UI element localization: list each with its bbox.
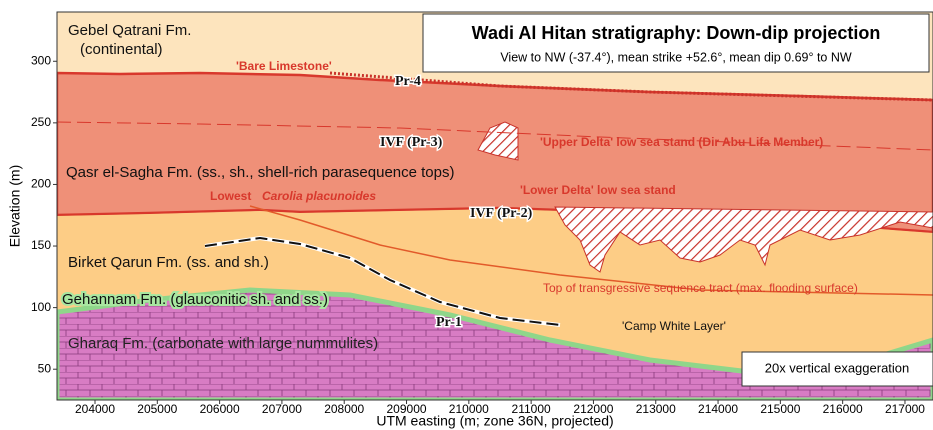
annotation: Top of transgressive sequence tract (max… (543, 281, 858, 295)
page: Wadi Al Hitan stratigraphy: Down-dip pro… (0, 0, 933, 430)
annotation: 'Camp White Layer' (622, 319, 726, 333)
annotation: Pr-4 (395, 74, 421, 89)
annotation: Gehannam Fm. (glauconitic sh. and ss.) (62, 291, 328, 308)
annotation: Gebel Qatrani Fm. (68, 22, 191, 39)
y-tick-label: 300 (31, 53, 51, 67)
x-tick-label: 209000 (387, 402, 427, 416)
x-tick-label: 204000 (75, 402, 115, 416)
y-tick-label: 250 (31, 115, 51, 129)
annotation: (continental) (80, 41, 163, 58)
x-tick-label: 206000 (200, 402, 240, 416)
y-tick-label: 200 (31, 177, 51, 191)
annotation: Qasr el-Sagha Fm. (ss., sh., shell-rich … (66, 164, 455, 181)
x-tick-label: 214000 (698, 402, 738, 416)
title: Wadi Al Hitan stratigraphy: Down-dip pro… (472, 23, 881, 43)
note: 20x vertical exaggeration (765, 360, 910, 375)
y-label: Elevation (m) (7, 165, 23, 247)
y-tick-label: 150 (31, 238, 51, 252)
y-tick-label: 100 (31, 300, 51, 314)
annotation: IVF (Pr-3) (380, 135, 443, 150)
annotation: 'Upper Delta' low sea stand (Dir Abu Lif… (540, 135, 823, 149)
chart: Wadi Al Hitan stratigraphy: Down-dip pro… (0, 0, 933, 430)
x-tick-label: 208000 (324, 402, 364, 416)
x-tick-label: 213000 (636, 402, 676, 416)
annotation: Birket Qarun Fm. (ss. and sh.) (68, 254, 269, 271)
annotation: 'Bare Limestone' (236, 59, 332, 73)
x-tick-label: 216000 (823, 402, 863, 416)
annotation: Carolia placunoides (262, 189, 376, 203)
x-tick-label: 217000 (885, 402, 925, 416)
x-tick-label: 212000 (573, 402, 613, 416)
x-tick-label: 211000 (512, 402, 551, 416)
annotation: Gharaq Fm. (carbonate with large nummuli… (68, 335, 378, 352)
annotation: IVF (Pr-2) (470, 206, 533, 221)
x-tick-label: 207000 (262, 402, 302, 416)
x-tick-label: 215000 (760, 402, 800, 416)
annotation: Pr-1 (436, 315, 462, 330)
x-tick-label: 210000 (449, 402, 489, 416)
annotation: Lowest (210, 189, 251, 203)
y-tick-label: 50 (38, 361, 52, 375)
annotation: 'Lower Delta' low sea stand (520, 183, 676, 197)
subtitle: View to NW (-37.4°), mean strike +52.6°,… (500, 50, 852, 64)
x-tick-label: 205000 (137, 402, 177, 416)
